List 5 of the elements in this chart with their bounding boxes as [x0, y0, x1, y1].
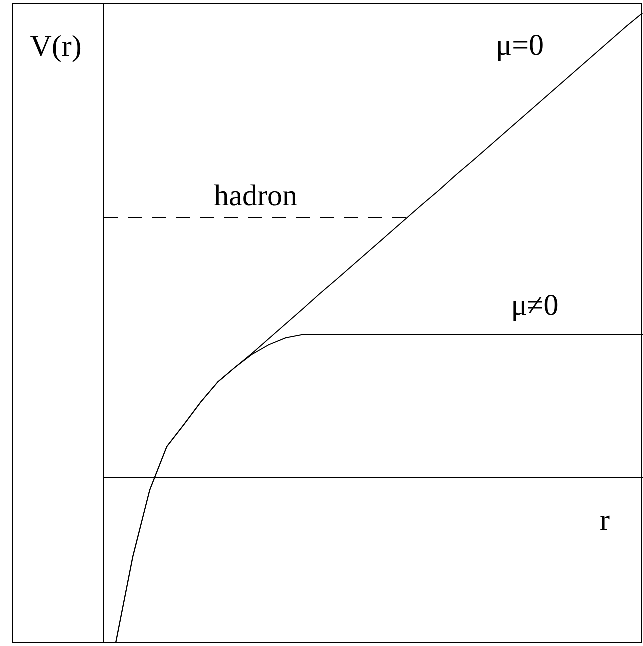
x-axis-title: r — [600, 504, 610, 537]
ref-line-label: hadron — [214, 180, 298, 213]
series-label: μ=0 — [496, 29, 544, 62]
series-label: μ≠0 — [511, 289, 559, 322]
y-axis-title: V(r) — [30, 30, 82, 63]
